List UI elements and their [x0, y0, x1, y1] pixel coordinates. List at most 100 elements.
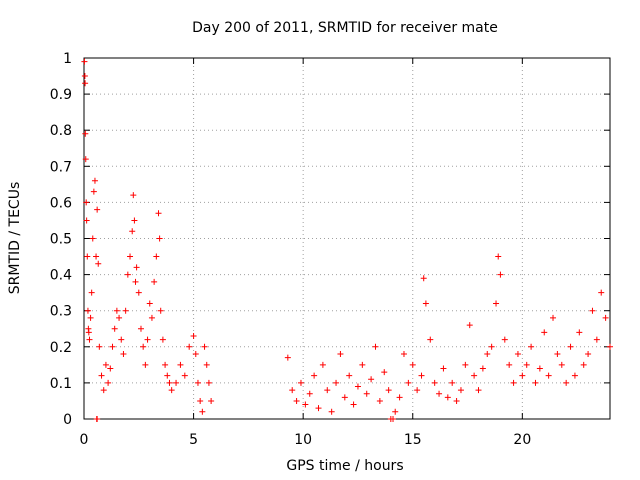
- data-point: [392, 408, 399, 415]
- data-point: [302, 401, 309, 408]
- data-point: [140, 343, 147, 350]
- data-point: [514, 351, 521, 358]
- data-point: [550, 314, 557, 321]
- data-point: [142, 361, 149, 368]
- data-point: [315, 405, 322, 412]
- data-point: [523, 361, 530, 368]
- y-tick-label: 0: [63, 412, 72, 428]
- data-point: [84, 253, 91, 260]
- data-point: [297, 379, 304, 386]
- data-point: [541, 329, 548, 336]
- data-point: [506, 361, 513, 368]
- data-point: [457, 387, 464, 394]
- y-tick-labels: 0 0.1 0.2 0.3 0.4 0.5 0.6 0.7 0.8 0.9 1: [50, 51, 72, 428]
- data-point: [192, 351, 199, 358]
- data-point: [422, 300, 429, 307]
- data-point: [116, 314, 123, 321]
- data-point: [130, 192, 137, 199]
- data-point: [414, 387, 421, 394]
- data-point: [151, 278, 158, 285]
- grid-lines: [84, 58, 610, 419]
- data-point: [475, 387, 482, 394]
- data-point: [431, 379, 438, 386]
- data-point: [598, 289, 605, 296]
- x-tick-label: 20: [513, 432, 531, 448]
- data-point: [82, 80, 89, 87]
- data-point: [203, 361, 210, 368]
- data-point: [385, 387, 392, 394]
- data-point: [376, 397, 383, 404]
- data-point: [162, 361, 169, 368]
- data-point: [133, 264, 140, 271]
- data-point: [127, 253, 134, 260]
- data-point: [82, 130, 89, 137]
- data-point: [341, 394, 348, 401]
- data-point: [563, 379, 570, 386]
- y-tick-label: 0.7: [50, 159, 72, 175]
- data-point: [545, 372, 552, 379]
- data-point: [585, 351, 592, 358]
- data-point: [558, 361, 565, 368]
- data-point: [576, 329, 583, 336]
- data-point: [405, 379, 412, 386]
- data-point: [311, 372, 318, 379]
- data-point: [462, 361, 469, 368]
- data-point: [190, 332, 197, 339]
- data-point: [337, 351, 344, 358]
- data-point: [199, 408, 206, 415]
- data-point: [497, 271, 504, 278]
- data-point: [396, 394, 403, 401]
- data-point: [444, 394, 451, 401]
- data-point: [328, 408, 335, 415]
- x-tick-label: 10: [294, 432, 312, 448]
- data-point: [484, 351, 491, 358]
- data-point: [501, 336, 508, 343]
- data-point: [155, 210, 162, 217]
- data-point: [208, 397, 215, 404]
- y-tick-label: 0.2: [50, 340, 72, 356]
- data-point: [91, 177, 98, 184]
- data-point: [580, 361, 587, 368]
- data-point: [319, 361, 326, 368]
- y-tick-label: 0.8: [50, 123, 72, 139]
- data-point: [94, 206, 101, 213]
- data-point: [510, 379, 517, 386]
- data-point: [102, 361, 109, 368]
- data-point: [532, 379, 539, 386]
- data-point: [197, 397, 204, 404]
- data-points: [81, 58, 613, 422]
- data-point: [93, 253, 100, 260]
- data-point: [324, 387, 331, 394]
- data-point: [83, 199, 90, 206]
- x-tick-label: 15: [404, 432, 422, 448]
- y-axis-label: SRMTID / TECUs: [7, 182, 23, 295]
- data-point: [372, 343, 379, 350]
- x-tick-label: 5: [189, 432, 198, 448]
- data-point: [146, 300, 153, 307]
- data-point: [173, 379, 180, 386]
- data-point: [89, 235, 96, 242]
- data-point: [81, 58, 88, 65]
- data-point: [118, 336, 125, 343]
- data-point: [390, 416, 397, 422]
- data-point: [94, 416, 101, 422]
- data-point: [567, 343, 574, 350]
- x-tick-label: 0: [80, 432, 89, 448]
- data-point: [87, 314, 94, 321]
- x-tick-labels: 0 5 10 15 20: [80, 432, 532, 448]
- data-point: [88, 289, 95, 296]
- data-point: [144, 336, 151, 343]
- data-point: [333, 379, 340, 386]
- data-point: [488, 343, 495, 350]
- data-point: [153, 253, 160, 260]
- data-point: [132, 278, 139, 285]
- data-point: [359, 361, 366, 368]
- y-tick-label: 0.9: [50, 87, 72, 103]
- data-point: [95, 260, 102, 267]
- data-point: [201, 343, 208, 350]
- y-tick-label: 0.4: [50, 268, 72, 284]
- data-point: [156, 235, 163, 242]
- data-point: [148, 314, 155, 321]
- data-point: [495, 253, 502, 260]
- data-point: [409, 361, 416, 368]
